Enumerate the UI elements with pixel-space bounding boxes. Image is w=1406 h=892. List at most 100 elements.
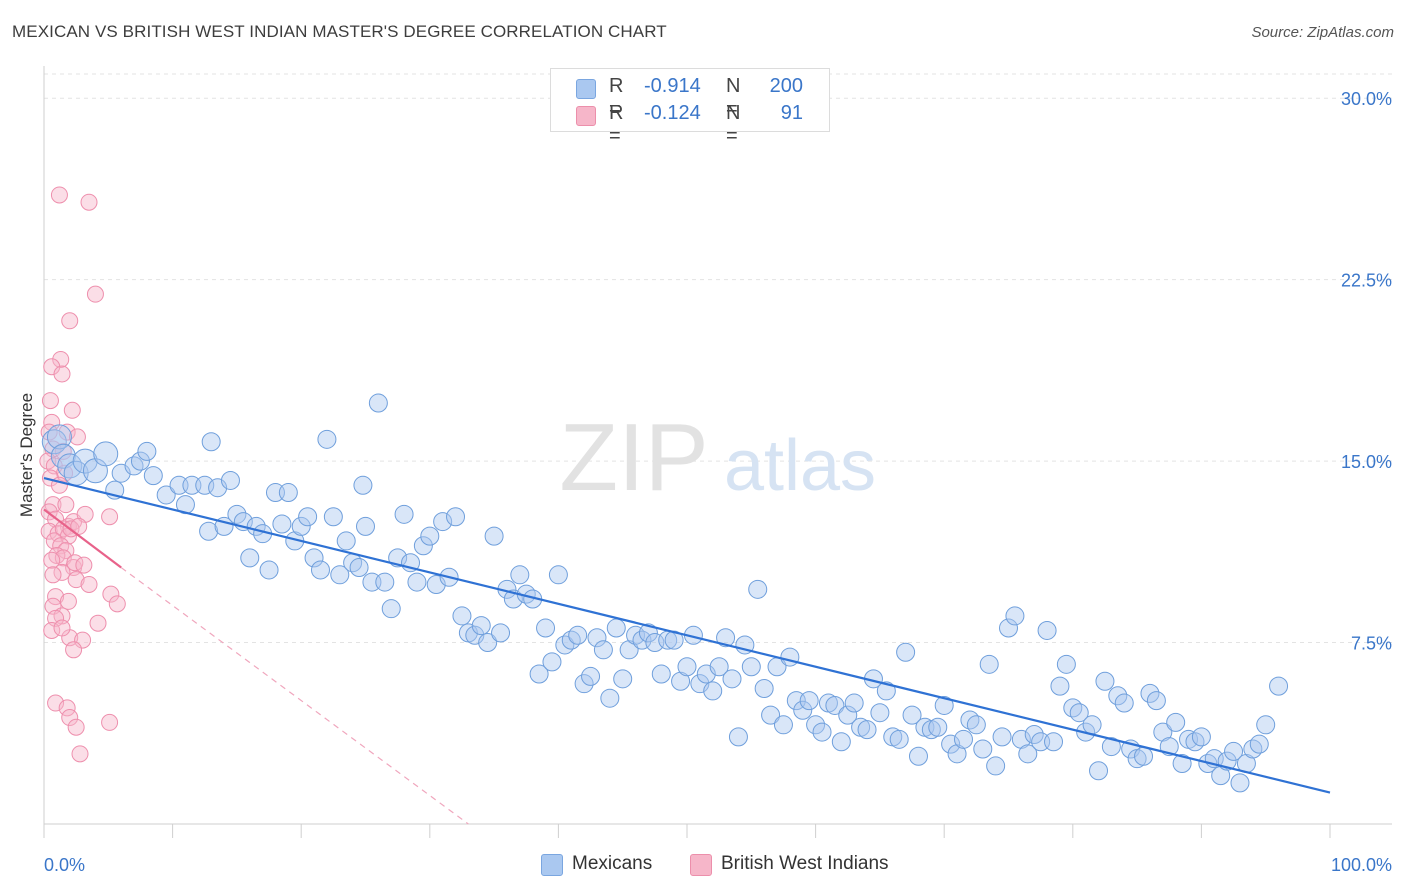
mexican-point [259,560,279,580]
bwi-point [68,428,86,446]
bwi-point [101,713,119,731]
x-tick-label: 100.0% [1331,855,1392,875]
mexican-point [491,623,511,643]
mexican-point [908,746,928,766]
mexican-point [433,512,453,532]
legend-r-value: -0.124 [644,102,701,124]
y-axis-label: Master's Degree [17,392,36,518]
mexican-point [291,516,311,536]
bwi-point [58,699,76,717]
trend-lines [43,476,1331,825]
mexican-point [1101,737,1121,757]
mexican-point [1005,606,1025,626]
mexican-point [606,618,626,638]
bwi-point [52,350,70,368]
mexican-point [799,691,819,711]
mexican-point [844,693,864,713]
tick-labels: 7.5% 15.0% 22.5% 30.0% 0.0% 100.0% [44,89,1392,875]
legend-label-bwi: British West Indians [721,853,889,874]
bwi-point [101,508,119,526]
mexican-point [741,657,761,677]
mexican-point [137,441,157,461]
bwi-point [43,621,61,639]
legend-r-label: R = [609,75,624,120]
chart-title: MEXICAN VS BRITISH WEST INDIAN MASTER'S … [12,22,667,41]
mexican-point [947,744,967,764]
mexican-point [1243,739,1263,759]
mexican-point [1089,761,1109,781]
bwi-point [67,718,85,736]
mexican-point [941,734,961,754]
mexican-point [703,681,723,701]
mexican-point [201,432,221,452]
mexican-point [510,565,530,585]
mexican-point [748,579,768,599]
mexican-point [272,514,292,534]
mexican-point [478,633,498,653]
mexican-point [529,664,549,684]
mexican-points [41,393,1289,793]
mexican-point [1063,698,1083,718]
mexican-point [1050,676,1070,696]
mexican-point [1134,746,1154,766]
mexican-point [356,516,375,536]
mexican-point [638,623,658,643]
mexican-point [1024,724,1044,744]
mexican-point [581,666,601,686]
bwi-point [41,469,59,487]
mexican-point [1224,741,1244,761]
mexican-point [600,688,620,708]
mexican-point [1249,734,1269,754]
mexican-point [1146,691,1166,711]
mexican-point [966,715,986,735]
mexican-point [156,485,176,505]
bwi-point [44,566,62,584]
mexican-point [1153,722,1173,742]
mexican-point [310,560,330,580]
legend-n-value: 91 [780,102,803,124]
mexican-point [716,628,736,648]
bwi-point [61,312,79,330]
bwi-point [65,641,83,659]
bwi-point [54,442,72,460]
mexican-point [761,705,781,725]
mexican-point [1172,754,1192,774]
mexican-point [278,483,298,503]
bwi-point [61,709,79,727]
bwi-point [43,551,61,569]
mexican-point [825,695,845,715]
mexican-point [41,429,67,455]
mexican-point [93,441,119,467]
bwi-point [40,423,58,441]
mexican-point [1044,732,1064,752]
axes [43,66,1392,838]
mexican-point [548,565,568,585]
mexican-point [471,616,491,636]
mexican-point [199,521,219,541]
mexican-point [876,681,896,701]
mexican-point [1018,744,1038,764]
mexican-point [555,635,575,655]
watermark: ZIP atlas [559,404,876,511]
mexican-point [452,606,472,626]
mexican-point [446,507,466,527]
mexican-point [986,756,1006,776]
bwi-point [53,619,71,637]
mexican-point [375,572,395,592]
bwi-trend-line [43,508,122,569]
bwi-point [41,392,59,410]
mexican-point [651,664,671,684]
y-tick-label: 30.0% [1341,89,1392,109]
mexican-point [1011,729,1031,749]
mexican-point [1185,732,1205,752]
mexican-point [1108,686,1128,706]
mexican-point [934,695,954,715]
mexican-point [323,507,343,527]
source-label: Source: ZipAtlas.com [1251,24,1394,41]
mexican-point [420,526,440,546]
legend-label-mexicans: Mexicans [572,853,653,874]
legend-n-value: 200 [769,75,803,97]
mexican-point [381,599,401,619]
bwi-point [53,607,71,625]
bwi-point [67,571,85,589]
